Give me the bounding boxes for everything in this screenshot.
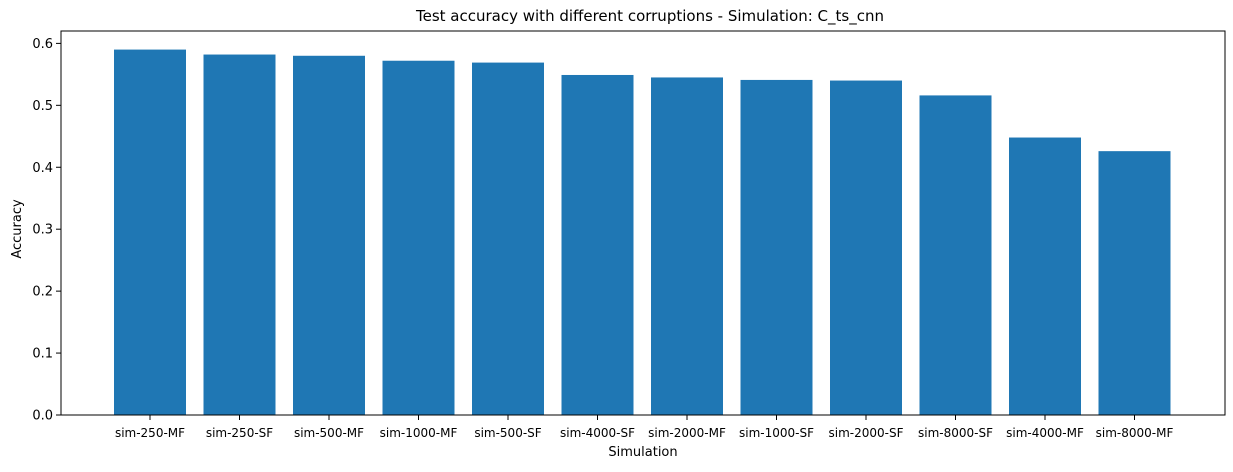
bar bbox=[740, 79, 813, 416]
bar bbox=[114, 49, 186, 415]
plot-area-frame bbox=[60, 30, 1226, 416]
bar bbox=[651, 77, 723, 416]
y-tick-label: 0.5 bbox=[32, 99, 53, 114]
x-tick-label: sim-4000-MF bbox=[1006, 426, 1084, 440]
bar bbox=[830, 80, 902, 415]
bar bbox=[293, 55, 365, 415]
bar bbox=[1098, 151, 1171, 415]
x-tick-label: sim-1000-SF bbox=[739, 426, 814, 440]
x-axis-ticks: sim-250-MF sim-250-SF sim-500-MF sim-1000-M… bbox=[115, 415, 1174, 440]
y-axis-ticks: 0.0 0.1 0.2 0.3 0.4 0.5 0.6 bbox=[32, 37, 61, 424]
y-tick-label: 0.1 bbox=[32, 347, 53, 362]
y-axis-label: Accuracy bbox=[10, 199, 25, 259]
bar bbox=[561, 74, 634, 416]
y-tick-label: 0.0 bbox=[32, 409, 53, 424]
x-tick-label: sim-4000-SF bbox=[560, 426, 635, 440]
y-tick-label: 0.4 bbox=[32, 161, 53, 176]
x-tick-label: sim-8000-SF bbox=[918, 426, 993, 440]
bar bbox=[1009, 137, 1081, 415]
x-tick-label: sim-8000-MF bbox=[1096, 426, 1174, 440]
y-tick-label: 0.6 bbox=[32, 37, 53, 52]
x-tick-label: sim-1000-MF bbox=[380, 426, 458, 440]
bars-group bbox=[114, 49, 1171, 416]
x-tick-label: sim-2000-MF bbox=[648, 426, 726, 440]
chart-title: Test accuracy with different corruptions… bbox=[415, 7, 884, 26]
bar bbox=[382, 60, 455, 415]
x-tick-label: sim-500-MF bbox=[294, 426, 364, 440]
x-tick-label: sim-2000-SF bbox=[829, 426, 904, 440]
x-tick-label: sim-250-MF bbox=[115, 426, 185, 440]
x-tick-label: sim-250-SF bbox=[206, 426, 273, 440]
bar bbox=[472, 62, 544, 415]
x-axis-label: Simulation bbox=[608, 445, 677, 460]
y-tick-label: 0.3 bbox=[32, 223, 53, 238]
y-tick-label: 0.2 bbox=[32, 285, 53, 300]
bar bbox=[919, 95, 992, 415]
x-tick-label: sim-500-SF bbox=[474, 426, 541, 440]
bar bbox=[203, 54, 276, 415]
